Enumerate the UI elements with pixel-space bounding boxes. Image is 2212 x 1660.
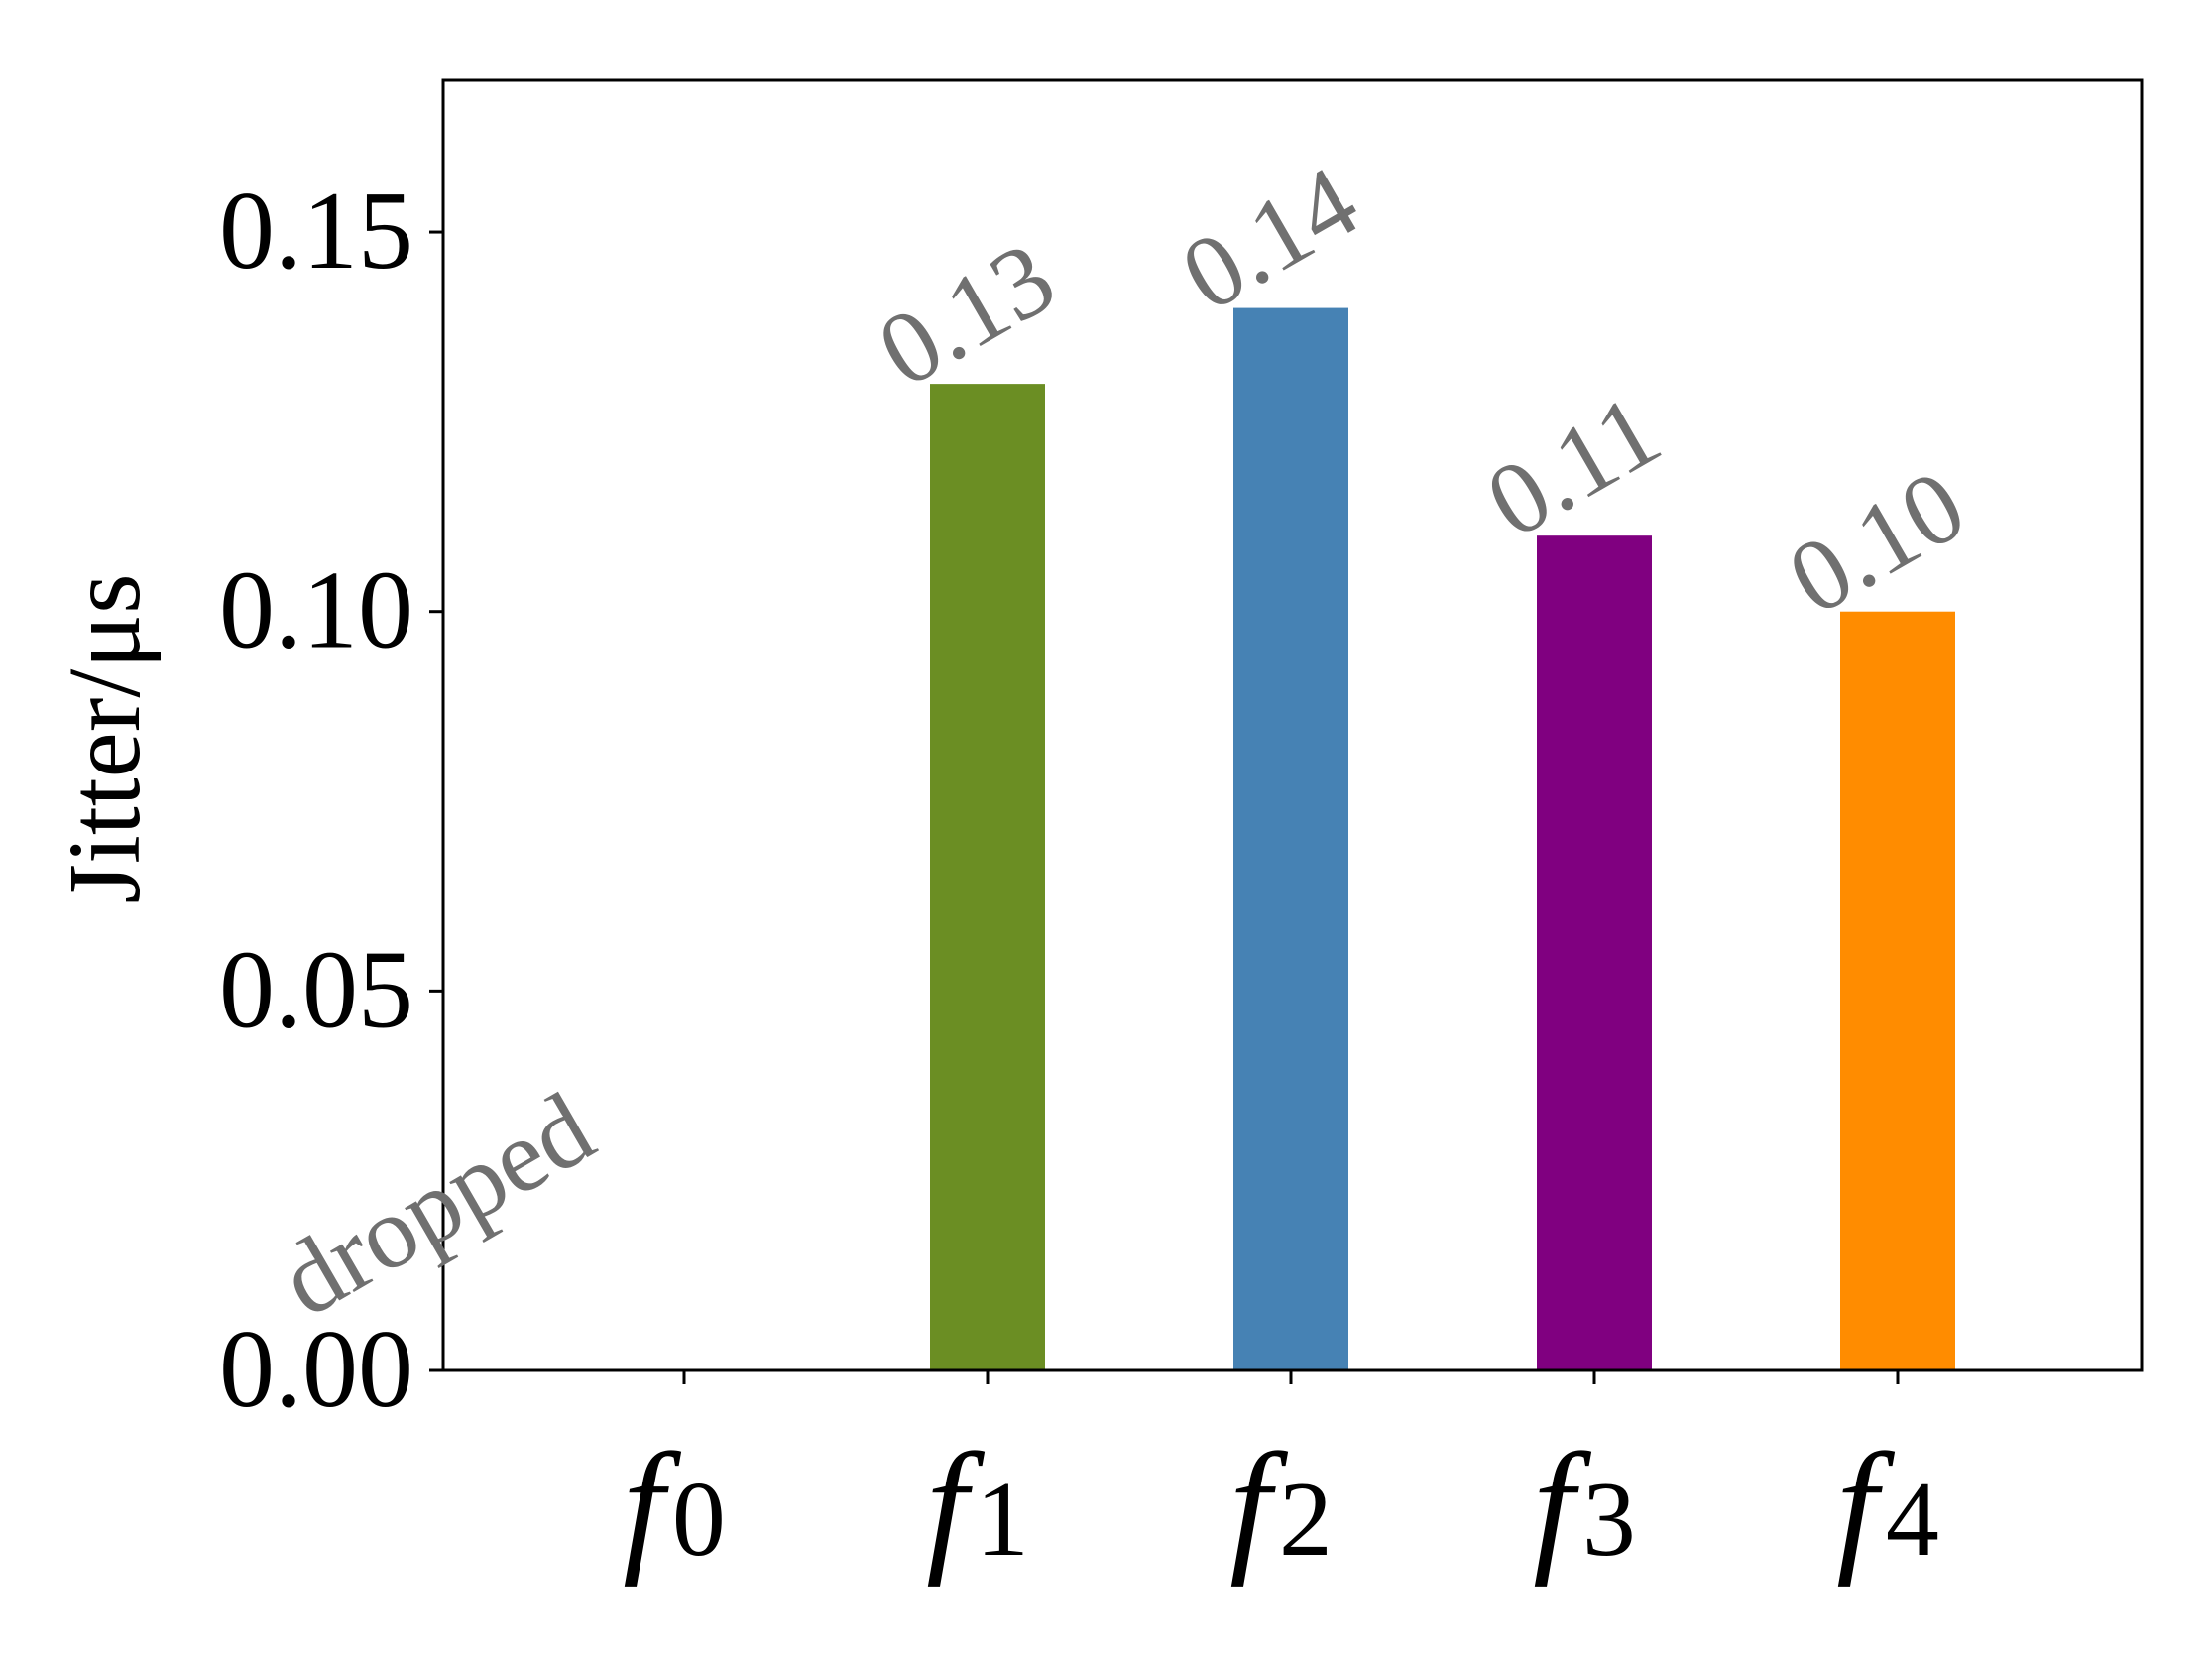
data-label-3: 0.11 [1468,373,1679,560]
bar-2 [1233,307,1348,1370]
x-axis-ticks: f0 f1 f2 f3 f4 [623,1370,1939,1588]
x-tick-label-subscript-2: 2 [1279,1461,1333,1579]
y-tick-label-3: 0.15 [219,170,413,293]
data-label-0: dropped [262,1071,612,1339]
x-tick-label-3: f3 [1533,1423,1636,1588]
bar-4 [1840,611,1955,1370]
data-label-2: 0.14 [1163,144,1376,333]
bar-3 [1537,535,1652,1370]
y-tick-label-0: 0.00 [219,1308,413,1431]
data-labels: dropped 0.13 0.14 0.11 0.10 [262,144,1983,1339]
x-tick-label-subscript-4: 4 [1886,1461,1939,1579]
x-tick-label-subscript-0: 0 [672,1461,726,1579]
x-tick-label-subscript-1: 1 [976,1461,1029,1579]
bars-layer [930,307,1955,1370]
y-tick-label-2: 0.10 [219,549,413,672]
data-label-4: 0.10 [1770,448,1983,638]
bar-1 [930,384,1045,1370]
x-tick-label-1: f1 [926,1423,1029,1588]
y-axis-ticks: 0.00 0.05 0.10 0.15 [219,170,443,1431]
y-tick-label-1: 0.05 [219,928,413,1051]
x-tick-label-0: f0 [623,1423,726,1588]
x-tick-label-2: f2 [1229,1423,1333,1588]
data-label-1: 0.13 [860,220,1073,410]
x-tick-label-4: f4 [1836,1423,1939,1588]
x-tick-label-subscript-3: 3 [1582,1461,1636,1579]
y-axis-label: Jitter/μs [48,573,162,903]
